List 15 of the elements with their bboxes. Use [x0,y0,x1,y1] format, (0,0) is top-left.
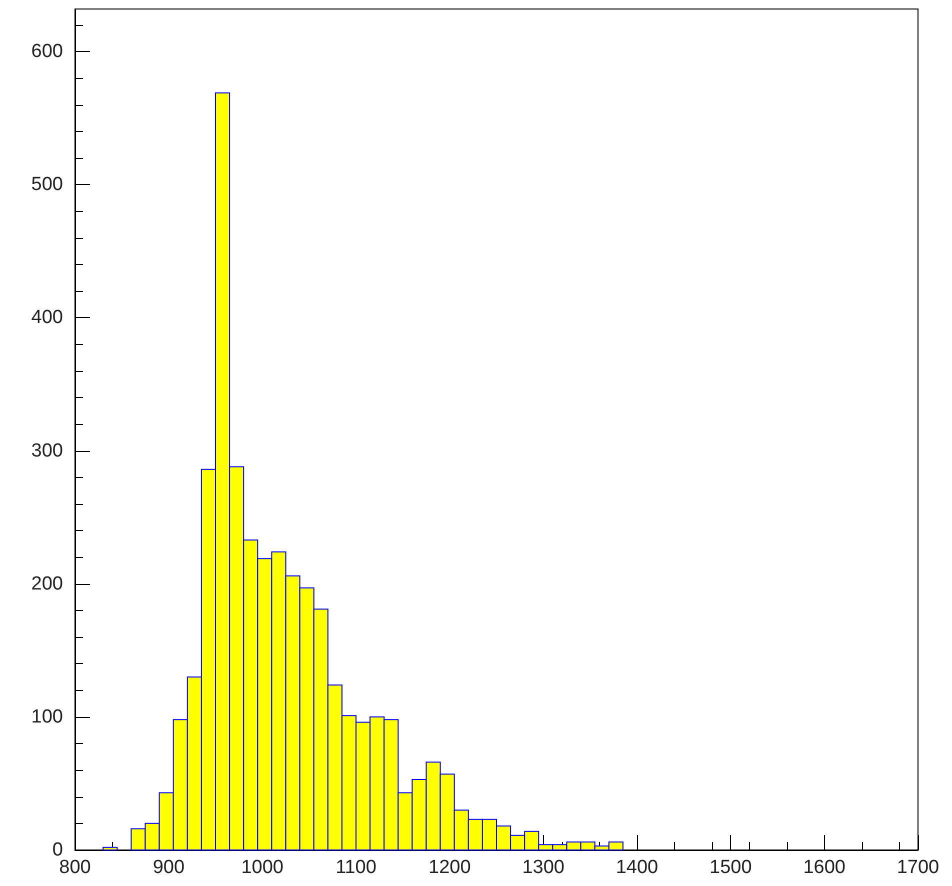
y-tick-label: 100 [31,706,63,728]
y-tick-label: 300 [31,440,63,462]
x-tick-label: 1400 [616,857,658,878]
x-tick-label: 1300 [522,857,564,878]
x-tick-label: 1600 [803,857,846,878]
x-tick-label: 1000 [241,857,284,878]
y-tick-label: 500 [31,174,63,196]
x-tick-label: 900 [152,857,185,878]
x-tick-label: 1200 [428,857,471,878]
y-tick-label: 200 [31,573,63,594]
x-tick-label: 1500 [710,857,752,878]
x-tick-label: 1700 [896,857,940,878]
y-tick-label: 600 [31,41,63,62]
x-tick-label: 1100 [336,857,376,878]
y-tick-label: 400 [31,307,63,328]
